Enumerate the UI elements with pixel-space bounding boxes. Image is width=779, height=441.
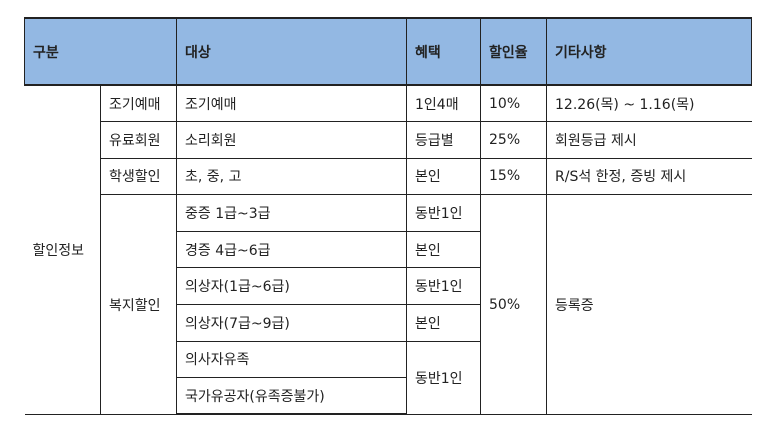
row-type: 학생할인 (99, 157, 178, 196)
welfare-benefit: 동반1인 (406, 194, 482, 232)
group-label: 할인정보 (24, 84, 101, 415)
row-notes: R/S석 한정, 증빙 제시 (546, 157, 752, 196)
row-rate: 15% (480, 157, 548, 196)
welfare-notes: 등록증 (546, 194, 752, 415)
welfare-benefit: 동반1인 (406, 340, 482, 415)
welfare-rate: 50% (480, 194, 548, 415)
table-row: 의상자(1급~6급) 동반1인 (25, 267, 752, 306)
table-row: 의사자유족 동반1인 (25, 340, 752, 415)
table-row: 유료회원 소리회원 등급별 25% 회원등급 제시 (25, 121, 752, 159)
welfare-type: 복지할인 (99, 194, 178, 415)
welfare-target: 의사자유족 (176, 340, 408, 379)
welfare-benefit: 동반1인 (406, 267, 482, 306)
welfare-benefit: 본인 (406, 304, 482, 342)
header-rate: 할인율 (480, 17, 548, 86)
discount-info-table: 구분 대상 혜택 할인율 기타사항 할인정보 조기예매 조기예매 1인4매 10… (23, 17, 753, 416)
row-target: 소리회원 (176, 121, 408, 159)
row-target: 조기예매 (176, 84, 408, 123)
row-benefit: 1인4매 (406, 84, 482, 123)
row-benefit: 등급별 (406, 121, 482, 159)
welfare-target: 경증 4급~6급 (176, 230, 408, 269)
welfare-target: 국가유공자(유족증불가) (176, 377, 408, 416)
table-row: 의상자(7급~9급) 본인 (25, 304, 752, 342)
row-notes: 회원등급 제시 (546, 121, 752, 159)
table-row: 경증 4급~6급 본인 (25, 230, 752, 269)
row-type: 조기예매 (99, 84, 178, 123)
row-target: 초, 중, 고 (176, 157, 408, 196)
welfare-target: 의상자(7급~9급) (176, 304, 408, 342)
row-rate: 10% (480, 84, 548, 123)
welfare-benefit: 본인 (406, 230, 482, 269)
table-row: 복지할인 중증 1급~3급 동반1인 50% 등록증 (25, 194, 752, 415)
row-notes: 12.26(목) ~ 1.16(목) (546, 84, 752, 123)
table-row: 할인정보 조기예매 조기예매 1인4매 10% 12.26(목) ~ 1.16(… (24, 84, 752, 415)
header-row: 구분 대상 혜택 할인율 기타사항 (23, 17, 753, 86)
welfare-target: 중증 1급~3급 (176, 194, 408, 232)
table-row: 국가유공자(유족증불가) (25, 377, 752, 416)
welfare-target: 의상자(1급~6급) (176, 267, 408, 306)
header-notes: 기타사항 (546, 17, 753, 86)
row-type: 유료회원 (99, 121, 178, 159)
row-rate: 25% (480, 121, 548, 159)
header-benefit: 혜택 (406, 17, 482, 86)
table-row: 학생할인 초, 중, 고 본인 15% R/S석 한정, 증빙 제시 (25, 157, 752, 196)
header-category: 구분 (23, 17, 178, 86)
row-benefit: 본인 (406, 157, 482, 196)
header-target: 대상 (176, 17, 408, 86)
